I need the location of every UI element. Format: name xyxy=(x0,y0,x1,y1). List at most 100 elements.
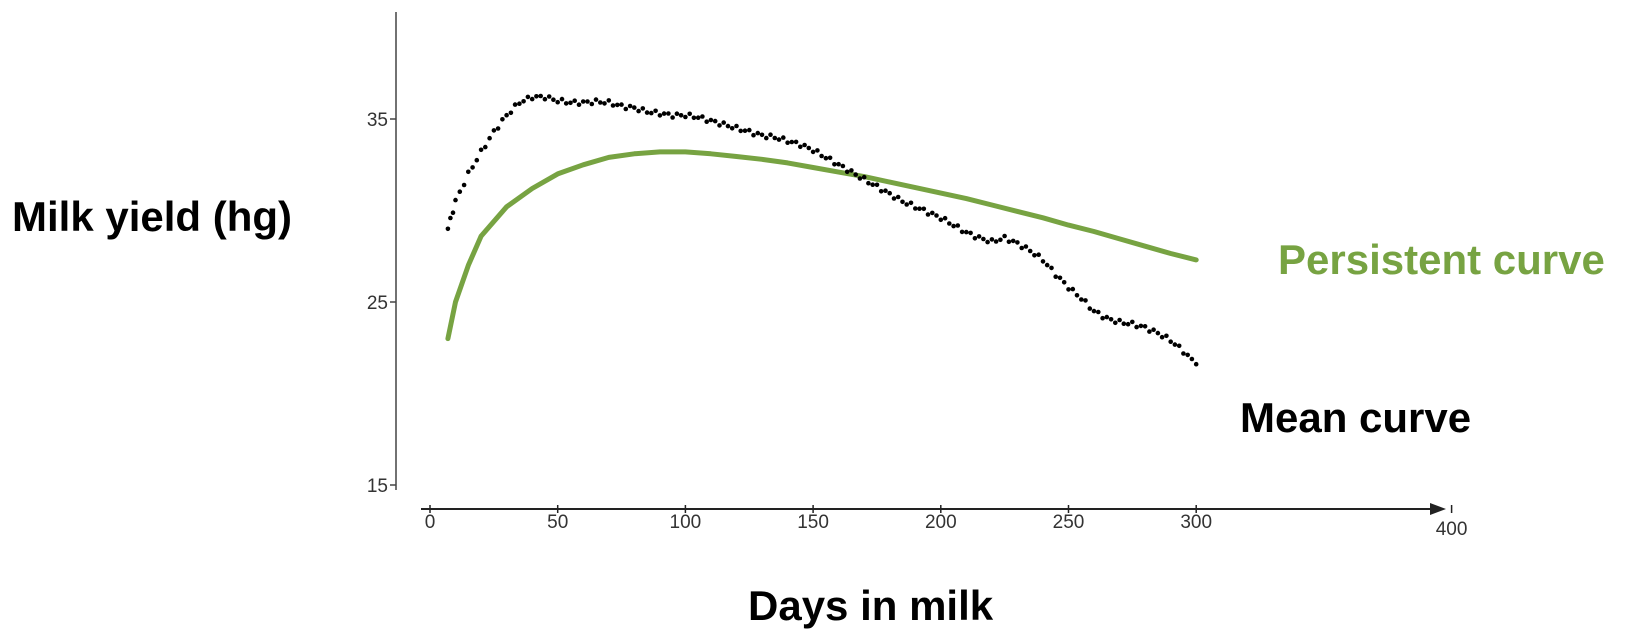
mean-curve-point xyxy=(964,229,969,235)
persistent-curve-label: Persistent curve xyxy=(1278,236,1605,283)
mean-curve-point xyxy=(487,135,492,141)
mean-curve-point xyxy=(445,226,451,232)
mean-curve-point xyxy=(623,106,629,112)
mean-curve-point xyxy=(1172,342,1178,347)
mean-curve-point xyxy=(1138,323,1144,329)
mean-curve-point xyxy=(1057,275,1063,281)
mean-curve-point xyxy=(666,111,671,116)
mean-curve-point xyxy=(1121,321,1127,327)
mean-curve-point xyxy=(1070,286,1076,292)
mean-curve-point xyxy=(1151,327,1156,333)
mean-curve-point xyxy=(1176,343,1182,349)
mean-curve-point xyxy=(798,144,803,150)
mean-curve-point xyxy=(955,223,961,228)
mean-curve-point xyxy=(806,145,812,151)
mean-curve-point xyxy=(947,221,952,226)
mean-curve-point xyxy=(1061,280,1067,285)
mean-curve-point xyxy=(849,168,854,173)
mean-curve-point xyxy=(1036,252,1041,257)
mean-curve-point xyxy=(729,126,735,131)
mean-curve-point xyxy=(619,102,624,107)
mean-curve-point xyxy=(559,96,565,102)
mean-curve-point xyxy=(976,234,982,239)
mean-curve-point xyxy=(593,97,599,102)
mean-curve-point xyxy=(1181,351,1186,356)
mean-curve-point xyxy=(495,126,501,131)
mean-curve-point xyxy=(1044,262,1050,268)
mean-curve-point xyxy=(1053,274,1058,280)
mean-curve-point xyxy=(1096,309,1101,315)
x-tick-label: 200 xyxy=(925,512,957,533)
mean-curve-point xyxy=(674,111,680,116)
mean-curve-point xyxy=(993,239,999,244)
mean-curve-point xyxy=(1083,298,1088,303)
x-tick-label: 400 xyxy=(1436,519,1468,540)
mean-curve-point xyxy=(721,120,726,125)
mean-curve-point xyxy=(1010,238,1016,244)
mean-curve-point xyxy=(1002,233,1007,239)
mean-curve-point xyxy=(512,102,518,107)
mean-curve-point xyxy=(747,127,752,133)
mean-curve-point xyxy=(691,115,697,121)
mean-curve-point xyxy=(1117,317,1122,323)
mean-curve-point xyxy=(1027,248,1033,254)
mean-curve-point xyxy=(1147,329,1152,334)
mean-curve-point xyxy=(598,100,603,105)
x-tick-label: 0 xyxy=(425,512,436,533)
mean-curve-point xyxy=(517,101,522,106)
mean-curve-point xyxy=(1091,308,1097,314)
mean-curve-point xyxy=(789,139,795,145)
mean-curve-point xyxy=(972,236,978,241)
mean-curve-point xyxy=(453,197,458,203)
mean-curve-point xyxy=(542,96,548,102)
mean-curve-point xyxy=(913,206,918,211)
mean-curve-point xyxy=(585,99,590,104)
mean-curve-point xyxy=(576,102,582,107)
x-axis-title: Days in milk xyxy=(748,582,994,629)
mean-curve-point xyxy=(568,100,573,106)
mean-curve-point xyxy=(1049,265,1054,271)
mean-curve-point xyxy=(1130,319,1135,325)
mean-curve-point xyxy=(670,115,675,120)
mean-curve-point xyxy=(534,94,539,99)
mean-curve-point xyxy=(938,217,944,223)
mean-curve-point xyxy=(478,147,484,153)
mean-curve-point xyxy=(708,117,714,123)
mean-curve-point xyxy=(823,155,829,161)
mean-curve-point xyxy=(636,108,641,114)
mean-curve-point xyxy=(1100,315,1105,321)
mean-curve-point xyxy=(1125,321,1131,327)
mean-curve-point xyxy=(738,128,743,134)
mean-curve-point xyxy=(768,132,773,137)
mean-curve-point xyxy=(1079,297,1084,302)
mean-curve-point xyxy=(491,128,497,133)
mean-curve-point xyxy=(751,132,756,138)
mean-curve-point xyxy=(959,229,965,235)
mean-curve-point xyxy=(500,117,505,122)
mean-curve-point xyxy=(1074,293,1080,298)
mean-curve-point xyxy=(1193,361,1199,367)
mean-curve-point xyxy=(772,135,778,141)
mean-curve-point xyxy=(661,111,667,116)
mean-curve-point xyxy=(538,93,543,99)
mean-curve-point xyxy=(627,103,633,109)
mean-curve-point xyxy=(448,215,453,221)
mean-curve-point xyxy=(793,139,799,145)
mean-curve-point xyxy=(925,212,931,217)
mean-curve-point xyxy=(900,199,905,205)
y-axis-title: Milk yield (hg) xyxy=(12,193,293,240)
mean-curve-point xyxy=(712,118,718,124)
mean-curve-point xyxy=(1189,356,1195,362)
mean-curve-point xyxy=(1019,245,1024,251)
mean-curve-point xyxy=(504,112,509,118)
mean-curve-point xyxy=(857,176,863,181)
mean-curve-point xyxy=(555,99,560,105)
mean-curve-point xyxy=(483,144,488,150)
mean-curve-point xyxy=(1185,352,1190,358)
mean-curve-point xyxy=(657,113,663,118)
mean-curve-point xyxy=(921,206,927,212)
mean-curve-point xyxy=(563,101,569,106)
mean-curve-point xyxy=(450,210,456,215)
mean-curve-point xyxy=(457,189,463,194)
